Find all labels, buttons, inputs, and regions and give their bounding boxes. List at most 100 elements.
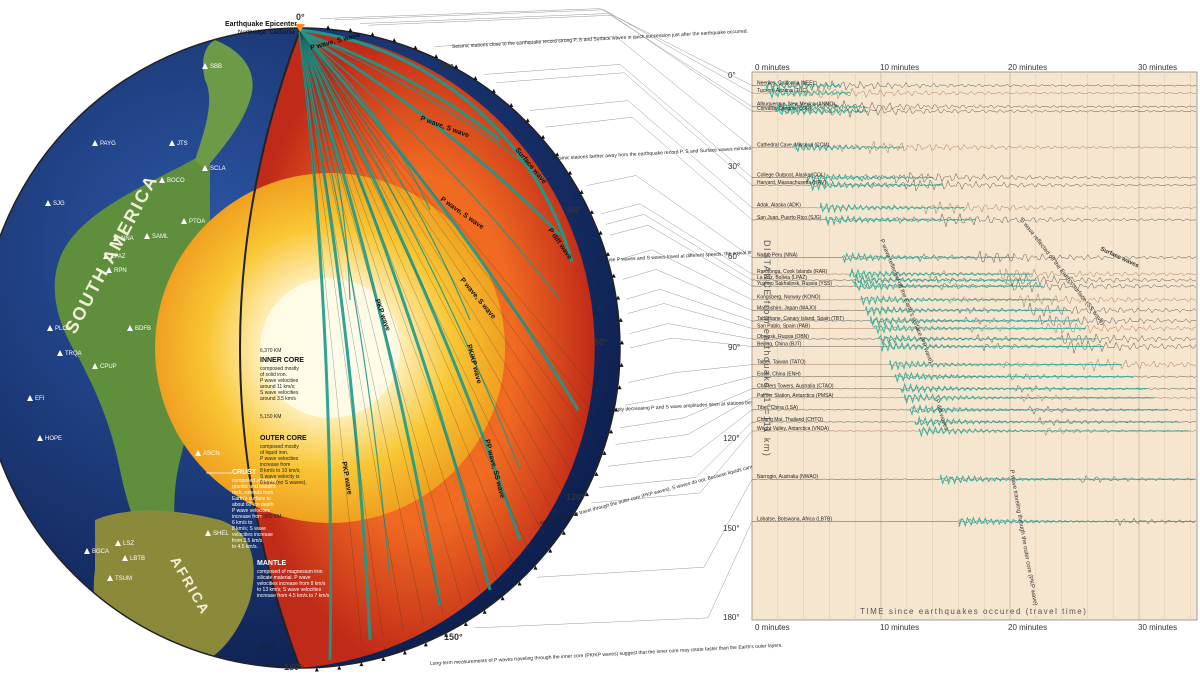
callout-line [591, 430, 753, 504]
ray-path [299, 30, 501, 142]
ray-thin [299, 31, 424, 624]
svg-text:Earth's surface to: Earth's surface to [232, 496, 271, 502]
seismogram-trace-highlight [958, 516, 1196, 528]
seismogram-trace-highlight [878, 334, 1097, 346]
seismogram-trace-highlight [849, 267, 1033, 280]
seismogram-station-name: Adak, Alaska (ADK) [757, 203, 801, 209]
station-tick [579, 189, 584, 194]
seismic-rays [298, 25, 624, 672]
depth-labels: 6,370 KM 5,150 KM 2,900 KM 50 KM [260, 348, 281, 650]
ray-path [298, 31, 372, 641]
svg-text:from 3.5 km/s: from 3.5 km/s [232, 538, 263, 544]
station-marker [57, 350, 63, 356]
svg-text:silicate material. P wave: silicate material. P wave [257, 575, 311, 581]
station-tick [413, 45, 418, 50]
seismogram-trace-highlight [870, 316, 1079, 327]
inner-core-text: INNER CORE composed mostly of solid iron… [260, 357, 304, 402]
callout-line [368, 14, 753, 112]
station-tick [533, 565, 538, 570]
central-america-land [195, 40, 253, 170]
outer-core-text: OUTER CORE composed mostly of liquid iro… [260, 435, 307, 486]
svg-text:10 minutes: 10 minutes [880, 623, 919, 632]
station-marker [195, 450, 201, 456]
svg-text:INNER CORE: INNER CORE [260, 357, 304, 364]
ray-path [299, 31, 546, 181]
callout-line [629, 323, 753, 340]
seismogram-trace [751, 358, 1197, 372]
seismogram-trace [751, 517, 1197, 527]
station-marker [107, 575, 113, 581]
svg-text:20 minutes: 20 minutes [1008, 63, 1047, 72]
seismogram-trace-highlight [918, 425, 1190, 438]
station-marker [202, 165, 208, 171]
svg-text:6,370 KM: 6,370 KM [260, 348, 281, 354]
seismogram-trace-highlight [909, 403, 1169, 416]
station-tick [574, 511, 579, 516]
callout-line [624, 376, 753, 406]
svg-text:180°: 180° [284, 662, 303, 672]
svg-text:120°: 120° [566, 492, 585, 502]
station-label: LPAZ [111, 254, 126, 260]
ray-path [299, 31, 561, 301]
seismogram-trace [751, 302, 1197, 318]
station-tick [555, 152, 560, 157]
station-marker [115, 540, 121, 546]
epicenter-title: Earthquake Epicenter [225, 21, 297, 28]
station-marker [92, 363, 98, 369]
svg-text:CRUST: CRUST [232, 469, 257, 476]
seismogram-trace-highlight [873, 323, 1087, 336]
seismogram-trace [751, 279, 1197, 294]
station-tick [337, 665, 342, 670]
seismogram-station-name: Enshi, China (ENH) [757, 372, 801, 378]
station-marker [113, 235, 119, 241]
seismogram-trace [751, 212, 1197, 227]
station-tick [359, 662, 364, 667]
svg-text:composed of magnesium iron: composed of magnesium iron [257, 569, 323, 575]
station-tick [609, 429, 614, 434]
station-tick [611, 273, 616, 278]
station-label: ASCN [203, 451, 220, 457]
svg-text:90°: 90° [728, 343, 740, 352]
seismogram-trace [751, 179, 1197, 192]
svg-text:90°: 90° [594, 337, 608, 347]
station-label: SBB [210, 64, 222, 70]
seismogram-trace [751, 86, 1197, 100]
station-tick [482, 609, 487, 614]
x-axis-title: TIME since earthquakes occured (travel t… [860, 607, 1087, 616]
station-label: PTOA [189, 219, 205, 225]
ray-thin [299, 31, 587, 463]
degree-marks: 30° 60° 90° 120° 150° 180° [284, 62, 608, 672]
svg-text:0 minutes: 0 minutes [755, 623, 790, 632]
station-tick [473, 75, 478, 80]
seismogram-station-name: Lobatse, Botswana, Africa (LBTB) [757, 516, 832, 522]
svg-text:increase from 4.5 km/s to 7 km: increase from 4.5 km/s to 7 km/s [257, 593, 330, 599]
seismogram-trace-highlight [854, 280, 1044, 292]
station-marker [122, 555, 128, 561]
svg-text:6 km/s to: 6 km/s to [232, 520, 253, 526]
station-label: TSUM [115, 576, 132, 582]
ray-path [299, 30, 562, 237]
seismogram-trace-highlight [766, 80, 842, 92]
crust-text: CRUST composed of mostly granitic and ba… [206, 469, 277, 550]
callout-line [529, 100, 753, 208]
station-marker [169, 140, 175, 146]
station-label: BOCO [167, 178, 185, 184]
station-marker [202, 63, 208, 69]
ray-thin [299, 31, 601, 423]
ray-thin [299, 31, 595, 443]
station-tick [402, 650, 407, 655]
seismogram-station-name: Yuzhno Sakhalinsk, Russia (YSS) [757, 281, 832, 287]
station-tick [434, 54, 439, 59]
station-tick [616, 295, 621, 300]
seismogram-trace [751, 79, 1197, 92]
svg-text:about 60 km depth.: about 60 km depth. [232, 502, 275, 508]
station-marker [106, 267, 112, 273]
station-tick [548, 548, 553, 553]
ray-thin [299, 31, 383, 638]
station-label: TRQA [65, 351, 82, 357]
station-tick [370, 32, 375, 37]
callout-line [434, 36, 753, 148]
callout-line [615, 397, 753, 445]
annotation-1: Seismic stations close to the earthquake… [452, 28, 748, 50]
seismogram-trace-highlight [842, 251, 1015, 264]
